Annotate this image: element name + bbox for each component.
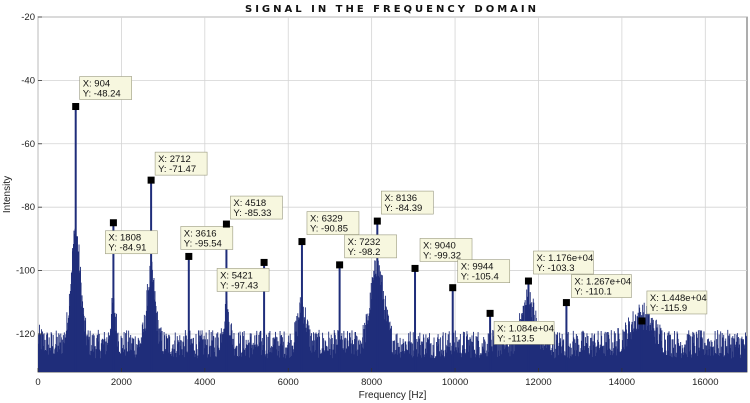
data-tip-y: Y: -84.91 (108, 243, 146, 254)
data-tip-x: X: 9944 (461, 262, 494, 273)
data-tip-x: X: 9040 (423, 240, 456, 251)
data-tip-x: X: 1.448e+04 (650, 293, 707, 304)
x-tick-label: 10000 (442, 377, 468, 388)
y-tick-label: -20 (21, 12, 35, 23)
y-tick-label: -100 (16, 266, 35, 277)
data-tip-marker (411, 264, 419, 272)
data-tip-y: Y: -97.43 (220, 280, 258, 291)
data-tip-marker (449, 284, 457, 292)
data-tip-y: Y: -71.47 (158, 164, 196, 175)
data-tip-box (216, 268, 270, 292)
data-tip-y: Y: -105.4 (461, 272, 499, 283)
spectrum-trace (38, 106, 747, 372)
x-tick-label: 16000 (692, 377, 718, 388)
data-tip-y: Y: -98.2 (348, 247, 381, 258)
axes: 0 2000 4000 6000 8000 10000 12000 14000 16000 -20… (16, 12, 719, 388)
x-tick-label: 6000 (278, 377, 299, 388)
x-tick-label: 14000 (609, 377, 635, 388)
x-tick-label: 0 (35, 377, 40, 388)
data-tip-y: Y: -84.39 (384, 203, 422, 214)
data-tip-box (457, 259, 511, 283)
data-tip-box (381, 190, 434, 215)
data-tip-box (571, 274, 632, 298)
data-tip-x: X: 8136 (384, 193, 417, 204)
data-tip-box (105, 230, 158, 255)
data-tip-box (419, 238, 473, 262)
data-tip-marker (109, 219, 117, 227)
data-tip-marker (260, 258, 268, 266)
data-tip-box (306, 211, 360, 235)
data-tip-y: Y: -115.9 (650, 303, 687, 314)
x-tick-label: 8000 (361, 377, 382, 388)
data-tip-x: X: 2712 (158, 154, 191, 165)
data-tip[interactable]: X: 1.176e+04Y: -103.3 (524, 250, 594, 285)
data-tip-box (493, 321, 555, 345)
x-tick-label: 4000 (194, 377, 215, 388)
y-tick-label: -60 (21, 139, 35, 150)
data-tip-x: X: 1.267e+04 (574, 277, 631, 288)
x-tick-label: 2000 (111, 377, 132, 388)
data-tip-y: Y: -95.54 (184, 238, 222, 249)
data-tip-marker (486, 309, 494, 317)
data-tip-box (230, 195, 283, 220)
data-tip-x: X: 6329 (310, 214, 343, 225)
data-tip-marker (373, 217, 381, 225)
data-tip-x: X: 1.176e+04 (536, 253, 593, 264)
data-tip-y: Y: -113.5 (497, 333, 534, 344)
data-tip-marker (185, 252, 193, 260)
data-tip-x: X: 1808 (108, 233, 141, 244)
data-tip-x: X: 3616 (184, 228, 217, 239)
data-tip-x: X: 904 (83, 79, 110, 90)
data-tip-box (646, 290, 708, 315)
data-tip-marker (147, 176, 155, 184)
x-axis-label: Frequency [Hz] (359, 390, 427, 401)
data-tip-x: X: 5421 (220, 270, 253, 281)
grid-lines (37, 16, 747, 372)
data-tip-y: Y: -110.1 (574, 287, 611, 298)
data-tip-x: X: 4518 (233, 198, 266, 209)
data-tip-box (344, 234, 397, 259)
data-tip-marker (524, 277, 532, 285)
data-tip-y: Y: -48.24 (83, 89, 121, 100)
data-tip-box (79, 76, 133, 100)
data-tip-y: Y: -103.3 (536, 263, 574, 274)
data-tip-y: Y: -90.85 (310, 224, 348, 235)
chart-title: SIGNAL IN THE FREQUENCY DOMAIN (245, 4, 539, 15)
data-tip-box (180, 226, 234, 250)
y-tick-label: -120 (16, 329, 35, 340)
data-tip-box (154, 151, 208, 176)
data-tip-marker (638, 317, 646, 325)
data-tip-y: Y: -85.33 (233, 208, 271, 219)
data-tip[interactable]: X: 1.448e+04Y: -115.9 (638, 290, 708, 325)
data-tip-marker (562, 299, 570, 307)
data-tip[interactable]: X: 1.267e+04Y: -110.1 (562, 274, 632, 307)
x-tick-label: 12000 (525, 377, 551, 388)
data-tip-x: X: 1.084e+04 (497, 323, 554, 334)
data-tip-marker (298, 238, 306, 246)
data-tip-marker (222, 220, 230, 228)
data-tip[interactable]: X: 1.084e+04Y: -113.5 (486, 309, 555, 345)
data-tip-marker (336, 261, 344, 269)
data-tip-y: Y: -99.32 (423, 250, 461, 261)
data-tip-x: X: 7232 (348, 237, 381, 248)
data-tip-marker (72, 103, 80, 111)
y-tick-label: -80 (21, 202, 35, 213)
spectrum-noise (38, 228, 747, 372)
data-tip-box (533, 250, 594, 275)
y-tick-label: -40 (21, 75, 35, 86)
y-axis-label: Intensity (2, 176, 13, 213)
